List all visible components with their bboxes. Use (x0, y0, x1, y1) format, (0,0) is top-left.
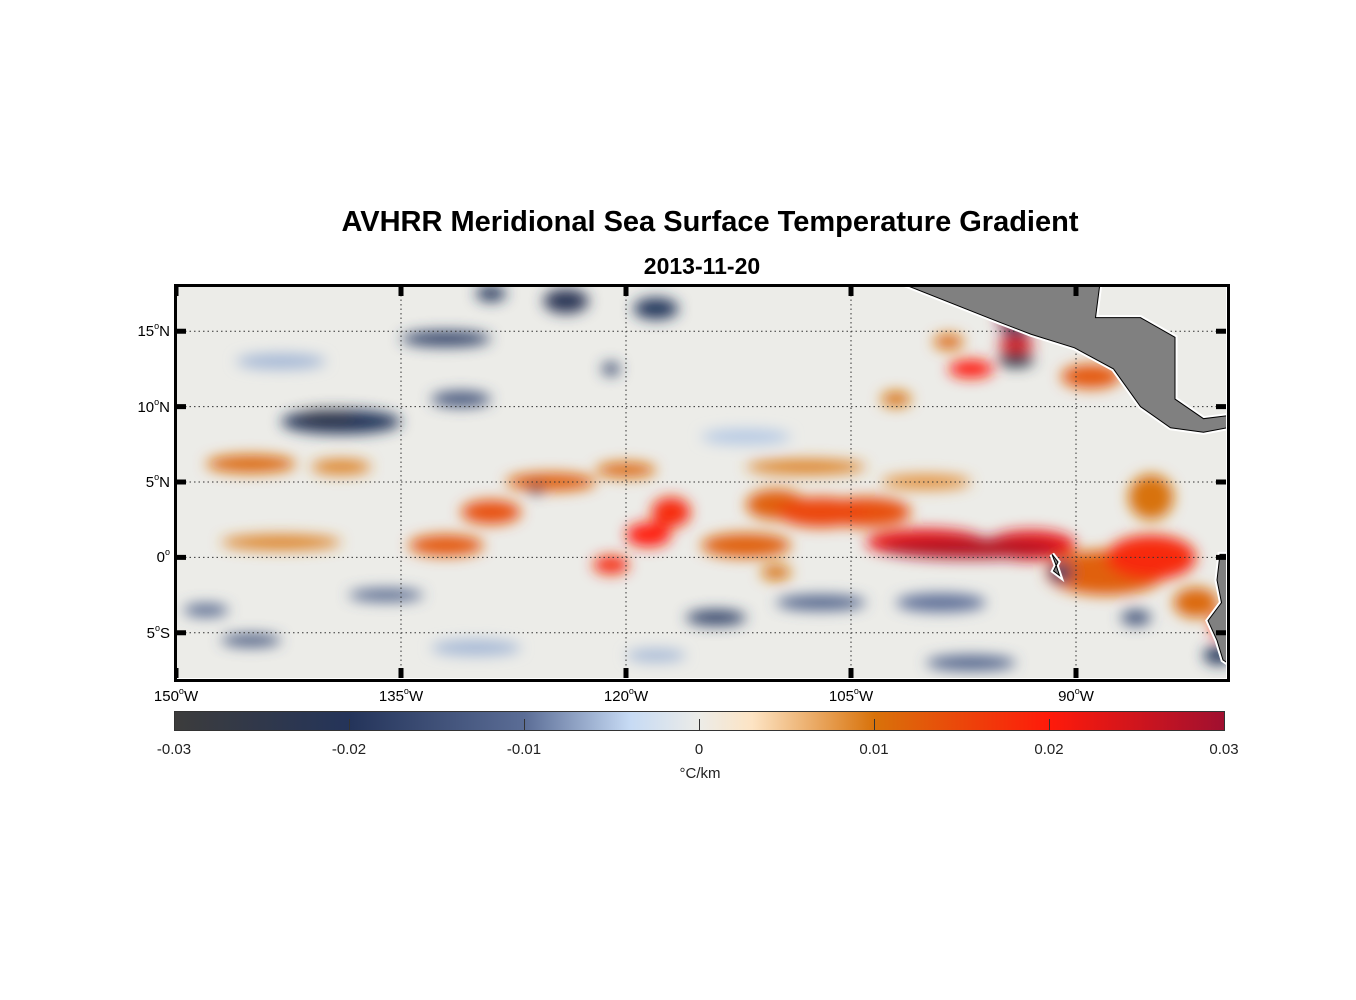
cold-front-feature (296, 409, 356, 425)
cold-front-feature (896, 593, 986, 612)
warm-front-feature (651, 497, 691, 528)
x-tick (176, 286, 179, 296)
warm-front-feature (776, 497, 866, 528)
y-tick (176, 554, 186, 560)
warm-front-feature (881, 474, 971, 490)
land-mask (901, 286, 1226, 665)
warm-front-feature (933, 334, 964, 350)
land-polygon (1051, 554, 1061, 577)
warm-front-feature (998, 337, 1034, 353)
cold-front-feature (998, 352, 1034, 368)
x-tick-label: 135oW (378, 686, 424, 705)
warm-front-feature (596, 462, 656, 478)
colorbar-unit-label: °C/km (679, 765, 721, 782)
x-tick (623, 668, 629, 678)
y-tick (1216, 630, 1226, 636)
warm-front-feature (626, 522, 671, 547)
y-tick-label: 5oS (146, 622, 170, 642)
y-tick (1216, 479, 1226, 485)
warm-front-feature (948, 359, 994, 378)
y-tick (1216, 404, 1226, 410)
warm-front-feature (1061, 364, 1121, 389)
y-tick (176, 630, 186, 636)
warm-front-feature (206, 454, 296, 473)
cold-front-feature (776, 595, 866, 611)
warm-front-feature (311, 459, 371, 475)
x-tick-label: 105oW (828, 686, 874, 705)
axis-ticks (176, 286, 1226, 678)
warm-front-feature (461, 500, 521, 525)
cold-front-feature (476, 286, 506, 302)
warm-front-feature (881, 391, 911, 407)
y-tick (176, 479, 186, 485)
y-tick (176, 328, 186, 334)
warm-front-feature (408, 534, 484, 556)
colorbar-tick-label: 0.02 (1034, 741, 1064, 758)
y-tick (1216, 328, 1226, 334)
y-tick (1216, 554, 1226, 560)
x-tick (398, 668, 404, 678)
cold-front-feature (626, 649, 686, 662)
x-tick (848, 668, 854, 678)
cold-front-feature (183, 604, 229, 617)
y-tick (176, 404, 186, 410)
x-tick (1073, 668, 1079, 678)
x-tick-label: 120oW (603, 686, 649, 705)
warm-front-feature (221, 534, 341, 550)
warm-front-feature (593, 555, 629, 574)
cold-front-feature (926, 655, 1016, 671)
colorbar-tick (524, 719, 525, 730)
cold-front-feature (221, 634, 281, 647)
warm-front-feature (1106, 534, 1196, 580)
y-tick-label: 15oN (137, 321, 170, 341)
x-tick (176, 668, 179, 678)
cold-front-feature (602, 362, 620, 375)
x-tick-label: 90oW (1058, 686, 1094, 705)
x-tick-label: 150oW (153, 686, 199, 705)
sst-gradient-map (176, 286, 1226, 678)
colorbar-tick-label: -0.03 (156, 741, 192, 758)
cold-front-feature (543, 289, 589, 314)
cold-front-feature (236, 353, 326, 369)
land-polygon (906, 286, 1226, 433)
warm-front-feature (1128, 474, 1174, 520)
x-tick (848, 286, 854, 296)
warm-front-feature (701, 533, 791, 558)
warm-front-feature (881, 537, 1061, 559)
y-tick-label: 10oN (137, 396, 170, 416)
colorbar-tick (1049, 719, 1050, 730)
y-tick-label: 0o (156, 547, 170, 567)
colorbar-tick-label: 0.03 (1209, 741, 1239, 758)
chart-title: AVHRR Meridional Sea Surface Temperature… (341, 206, 1079, 238)
colorbar-tick-label: 0 (694, 741, 704, 758)
chart-subtitle: 2013-11-20 (643, 253, 761, 279)
warm-front-feature (746, 459, 866, 475)
colorbar-tick (349, 719, 350, 730)
cold-front-feature (401, 331, 491, 347)
colorbar-tick-label: -0.02 (331, 741, 367, 758)
x-tick (623, 286, 629, 296)
cold-front-feature (701, 429, 791, 445)
x-tick (1073, 286, 1079, 296)
warm-front-feature (761, 564, 791, 580)
colorbar-tick (699, 719, 700, 730)
colorbar-tick (874, 719, 875, 730)
gradient-field (183, 286, 1226, 671)
cold-front-feature (431, 391, 491, 407)
cold-front-feature (633, 298, 679, 320)
x-tick (398, 286, 404, 296)
warm-front-feature (1173, 587, 1219, 618)
cold-front-feature (528, 485, 544, 495)
cold-front-feature (348, 589, 424, 602)
cold-front-feature (686, 610, 746, 626)
colorbar-tick-label: -0.01 (506, 741, 542, 758)
y-tick-label: 5oN (145, 472, 170, 491)
colorbar-tick-label: 0.01 (859, 741, 889, 758)
cold-front-feature (1121, 610, 1151, 626)
cold-front-feature (431, 640, 521, 656)
